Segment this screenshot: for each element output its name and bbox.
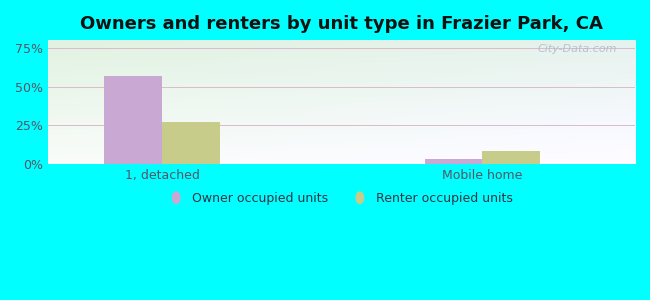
Bar	[424, 159, 482, 164]
Title: Owners and renters by unit type in Frazier Park, CA: Owners and renters by unit type in Frazi…	[80, 15, 603, 33]
Bar	[162, 122, 220, 164]
Text: City-Data.com: City-Data.com	[538, 44, 617, 54]
Bar	[104, 76, 162, 164]
Legend: Owner occupied units, Renter occupied units: Owner occupied units, Renter occupied un…	[165, 187, 518, 210]
Bar	[482, 151, 540, 164]
